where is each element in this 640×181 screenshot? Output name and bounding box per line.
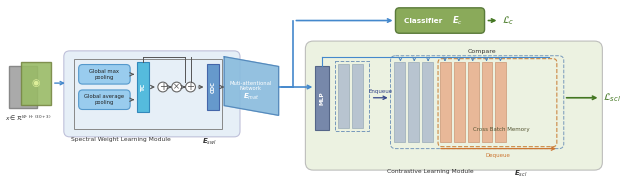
Text: Dequeue: Dequeue [486, 153, 511, 157]
FancyBboxPatch shape [394, 62, 405, 142]
FancyBboxPatch shape [352, 64, 363, 128]
FancyBboxPatch shape [10, 66, 37, 108]
Text: +: + [159, 82, 167, 92]
FancyBboxPatch shape [137, 62, 149, 112]
Text: +: + [186, 82, 195, 92]
Text: Cross Batch Memory: Cross Batch Memory [473, 127, 530, 132]
FancyBboxPatch shape [338, 64, 349, 128]
Text: $\mathcal{L}_c$: $\mathcal{L}_c$ [502, 14, 515, 27]
Text: Global max
pooling: Global max pooling [90, 69, 120, 80]
FancyBboxPatch shape [305, 41, 602, 170]
Text: $\boldsymbol{E}_{mat}$: $\boldsymbol{E}_{mat}$ [243, 92, 259, 102]
Text: ◉: ◉ [32, 78, 40, 88]
Text: TC: TC [141, 83, 145, 91]
Text: $\boldsymbol{E}_c$: $\boldsymbol{E}_c$ [452, 14, 463, 27]
Text: $\boldsymbol{E}_{swl}$: $\boldsymbol{E}_{swl}$ [202, 137, 217, 147]
FancyBboxPatch shape [64, 51, 240, 137]
Text: Enqueue: Enqueue [369, 89, 393, 94]
Text: $x \in \mathcal{R}^{W \cdot H \cdot (30+3)}$: $x \in \mathcal{R}^{W \cdot H \cdot (30+… [4, 113, 52, 123]
Text: MLP: MLP [320, 91, 324, 105]
FancyBboxPatch shape [316, 66, 329, 130]
Circle shape [172, 82, 182, 92]
FancyBboxPatch shape [481, 62, 493, 142]
FancyBboxPatch shape [79, 65, 130, 84]
Text: Spectral Weight Learning Module: Spectral Weight Learning Module [72, 137, 175, 142]
Circle shape [158, 82, 168, 92]
FancyBboxPatch shape [440, 62, 451, 142]
FancyBboxPatch shape [495, 62, 506, 142]
Polygon shape [224, 57, 278, 115]
Text: Classifier: Classifier [404, 18, 445, 24]
Text: Compare: Compare [467, 49, 496, 54]
FancyBboxPatch shape [21, 62, 51, 105]
FancyBboxPatch shape [422, 62, 433, 142]
Text: Global average
pooling: Global average pooling [84, 94, 124, 105]
FancyBboxPatch shape [468, 62, 479, 142]
FancyBboxPatch shape [207, 64, 220, 110]
Text: ×: × [173, 83, 180, 92]
FancyBboxPatch shape [396, 8, 484, 33]
Circle shape [186, 82, 195, 92]
Text: Muti-attentional
Network: Muti-attentional Network [230, 81, 272, 91]
Text: Contrastive Learning Module: Contrastive Learning Module [387, 169, 477, 174]
FancyBboxPatch shape [408, 62, 419, 142]
FancyBboxPatch shape [79, 90, 130, 110]
FancyBboxPatch shape [454, 62, 465, 142]
Text: CDC: CDC [211, 81, 216, 93]
Text: $\boldsymbol{E}_{scl}$: $\boldsymbol{E}_{scl}$ [515, 169, 528, 179]
Text: $\mathcal{L}_{scl}$: $\mathcal{L}_{scl}$ [604, 91, 621, 104]
